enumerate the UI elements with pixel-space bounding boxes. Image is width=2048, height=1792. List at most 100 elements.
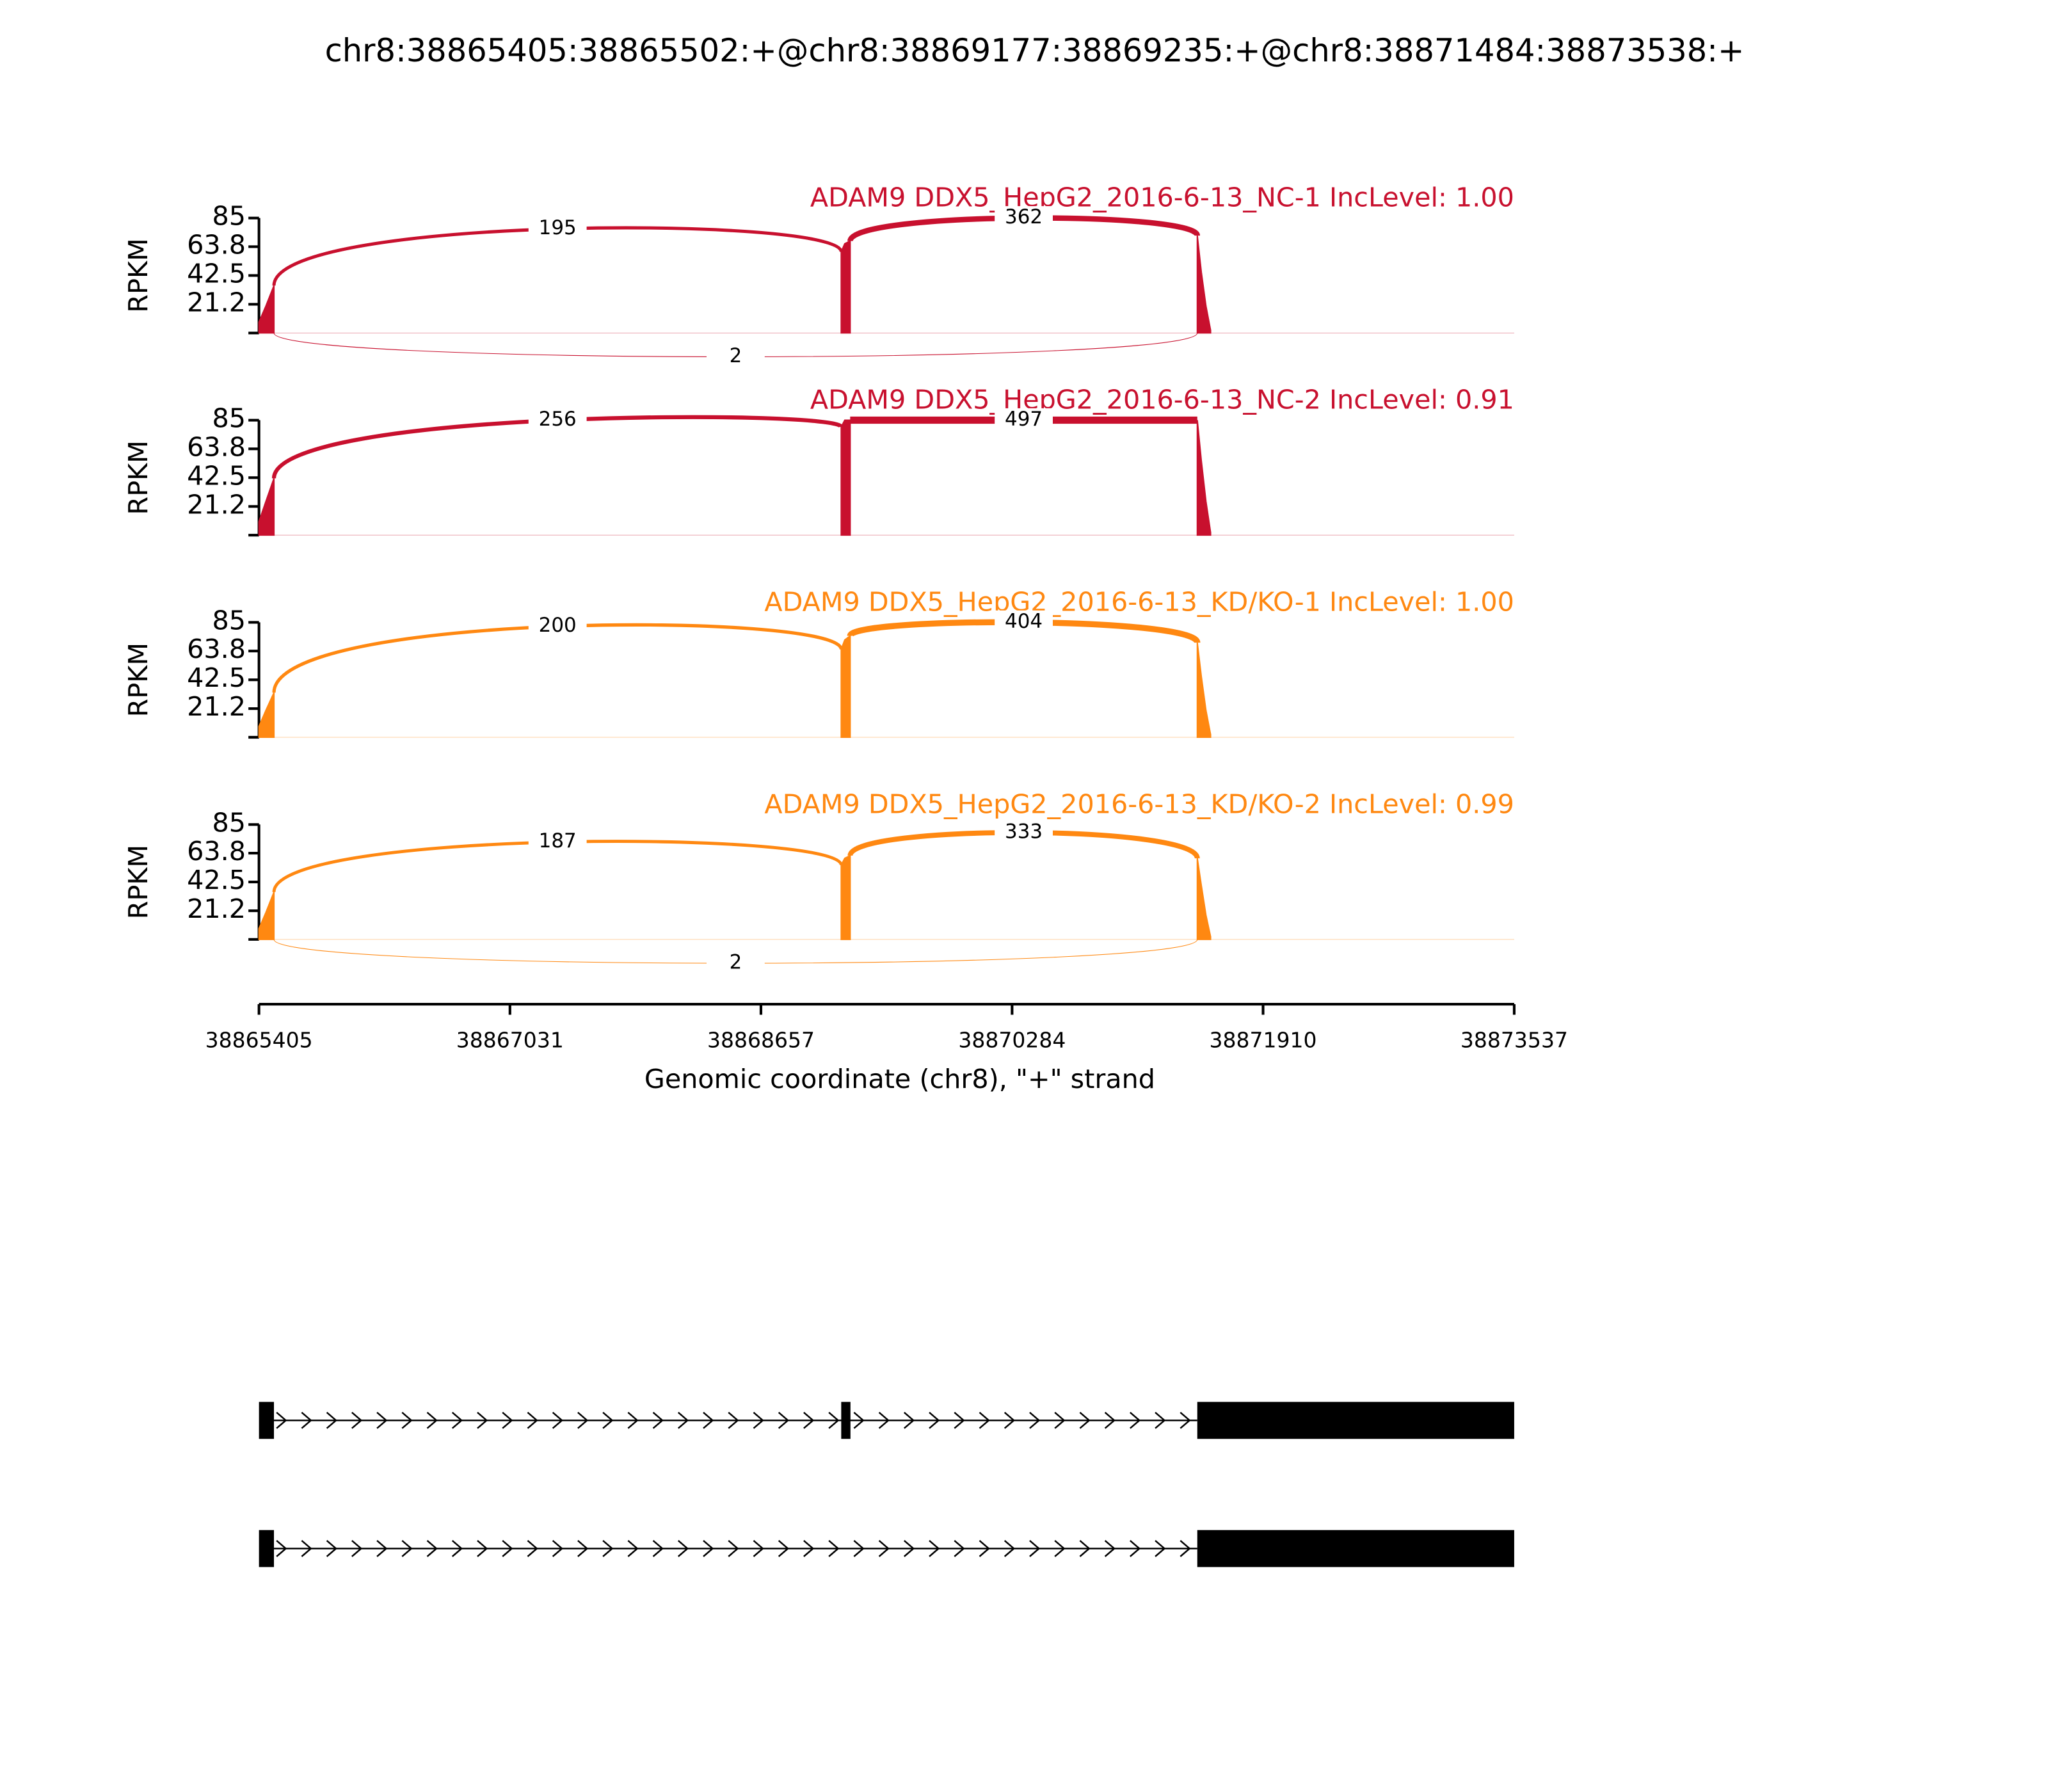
strand-chevron (828, 1540, 840, 1557)
strand-chevron (627, 1412, 639, 1429)
strand-chevron (477, 1412, 488, 1429)
x-tick-label: 38867031 (456, 1027, 564, 1052)
exon (259, 1402, 275, 1439)
junction-label-bg (528, 830, 587, 854)
strand-chevron (728, 1412, 739, 1429)
strand-chevron (728, 1540, 739, 1557)
strand-chevron (1029, 1412, 1041, 1429)
x-tick-label: 38870284 (958, 1027, 1066, 1052)
chart-title: chr8:38865405:38865502:+@chr8:38869177:3… (325, 32, 1745, 69)
strand-chevron (351, 1412, 363, 1429)
y-tick-label: 85 (212, 403, 246, 434)
junction-label-bg (995, 408, 1053, 433)
y-axis-label: RPKM (123, 238, 154, 312)
strand-chevron (753, 1412, 764, 1429)
strand-chevron (276, 1540, 287, 1557)
strand-chevron (276, 1412, 287, 1429)
strand-chevron (1155, 1412, 1166, 1429)
strand-chevron (301, 1412, 312, 1429)
strand-chevron (979, 1540, 990, 1557)
strand-chevron (853, 1540, 865, 1557)
coverage (258, 285, 275, 334)
strand-chevron (803, 1540, 815, 1557)
strand-chevron (878, 1412, 890, 1429)
junction-label-bg (528, 216, 587, 241)
strand-chevron (577, 1540, 589, 1557)
strand-chevron (376, 1412, 388, 1429)
strand-chevron (301, 1540, 312, 1557)
strand-chevron (954, 1412, 965, 1429)
exon (1197, 1530, 1514, 1567)
y-axis-label: RPKM (123, 643, 154, 717)
strand-chevron (401, 1540, 413, 1557)
y-tick-label: 85 (212, 605, 246, 636)
y-tick-label: 42.5 (187, 258, 246, 289)
y-tick-label: 63.8 (187, 431, 246, 462)
panel-title: ADAM9 DDX5_HepG2_2016-6-13_KD/KO-2 IncLe… (764, 788, 1514, 819)
coverage (258, 478, 275, 536)
strand-chevron (853, 1412, 865, 1429)
junction-label: 2 (730, 951, 742, 974)
exon (841, 1402, 851, 1439)
strand-chevron (979, 1412, 990, 1429)
coverage (1196, 642, 1212, 739)
x-tick-label: 38865405 (205, 1027, 313, 1052)
strand-chevron (652, 1540, 664, 1557)
strand-chevron (1029, 1540, 1041, 1557)
strand-chevron (376, 1540, 388, 1557)
strand-chevron (1104, 1412, 1116, 1429)
x-tick-label: 38871910 (1210, 1027, 1317, 1052)
strand-chevron (502, 1540, 513, 1557)
strand-chevron (451, 1412, 463, 1429)
y-tick-label: 21.2 (187, 893, 246, 924)
strand-chevron (401, 1412, 413, 1429)
junction-label-bg (995, 820, 1053, 845)
y-axis-label: RPKM (123, 845, 154, 919)
strand-chevron (929, 1412, 940, 1429)
panel-title: ADAM9 DDX5_HepG2_2016-6-13_NC-2 IncLevel… (810, 385, 1514, 415)
strand-chevron (552, 1412, 564, 1429)
junction-label: 187 (539, 829, 577, 852)
y-tick-label: 21.2 (187, 287, 246, 317)
strand-chevron (753, 1540, 764, 1557)
strand-chevron (627, 1540, 639, 1557)
coverage (840, 239, 851, 334)
strand-chevron (677, 1540, 689, 1557)
junction-label: 256 (539, 408, 577, 431)
strand-chevron (803, 1412, 815, 1429)
y-tick-label: 63.8 (187, 634, 246, 664)
strand-chevron (1004, 1540, 1016, 1557)
coverage (1196, 420, 1212, 536)
strand-chevron (1155, 1540, 1166, 1557)
coverage (1196, 858, 1212, 940)
junction-label: 497 (1005, 408, 1043, 431)
strand-chevron (1180, 1412, 1191, 1429)
coverage (258, 892, 275, 940)
strand-chevron (778, 1540, 790, 1557)
y-tick-label: 42.5 (187, 460, 246, 491)
coverage (840, 419, 851, 536)
panel-title: ADAM9 DDX5_HepG2_2016-6-13_KD/KO-1 IncLe… (764, 586, 1514, 617)
y-tick-label: 85 (212, 201, 246, 232)
strand-chevron (703, 1540, 714, 1557)
coverage (840, 634, 851, 739)
junction-label-bg (706, 951, 765, 975)
strand-chevron (677, 1412, 689, 1429)
junction-label-bg (528, 614, 587, 639)
strand-chevron (1054, 1412, 1066, 1429)
junction-label: 200 (539, 614, 577, 637)
strand-chevron (552, 1540, 564, 1557)
strand-chevron (1079, 1412, 1091, 1429)
strand-chevron (954, 1540, 965, 1557)
strand-chevron (1004, 1412, 1016, 1429)
exon (259, 1530, 275, 1567)
strand-chevron (1180, 1540, 1191, 1557)
y-tick-label: 42.5 (187, 865, 246, 895)
strand-chevron (828, 1412, 840, 1429)
x-tick-label: 38873537 (1460, 1027, 1568, 1052)
junction-label: 362 (1005, 205, 1043, 228)
strand-chevron (1130, 1540, 1141, 1557)
x-tick-label: 38868657 (707, 1027, 815, 1052)
y-tick-label: 21.2 (187, 691, 246, 722)
